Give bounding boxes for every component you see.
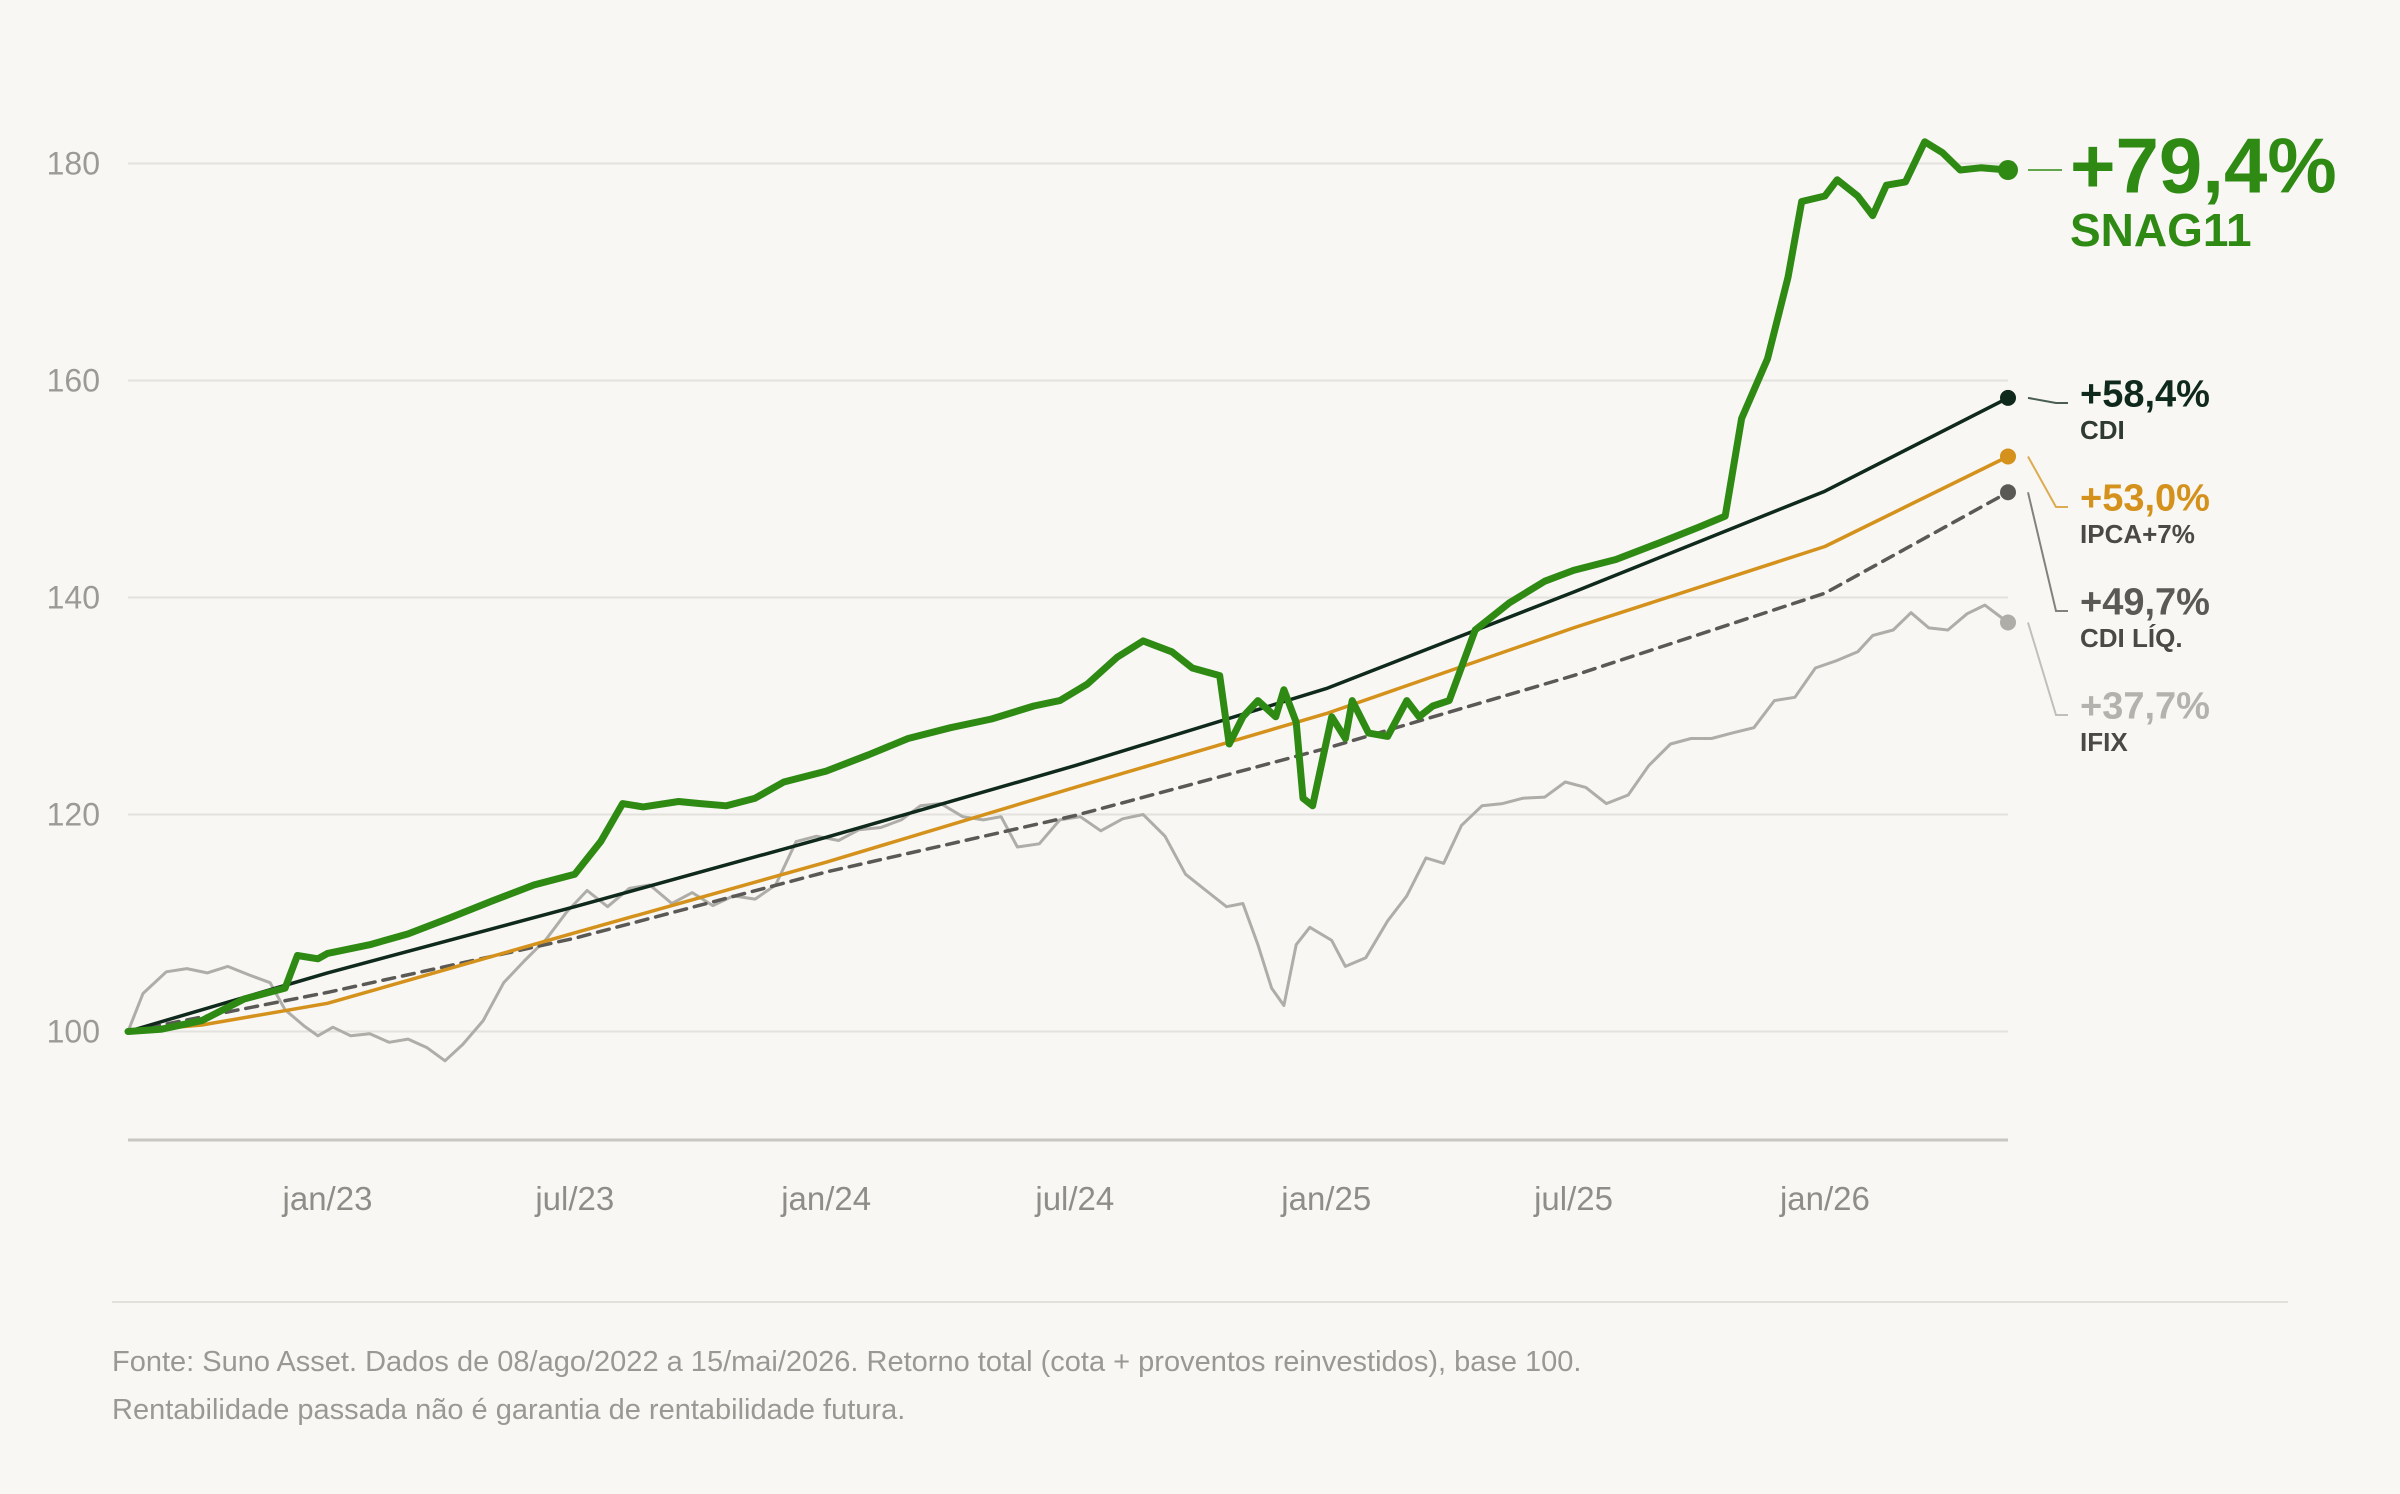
- chart-svg: 100 120 140 160 180 jan/23 jul/23 jan/24 jul/24 j…: [47, 121, 2337, 1217]
- label-connector-cdi: [2027, 396, 2068, 404]
- end-point-snag11: [1998, 160, 2018, 181]
- x-tick-label: jan/24: [780, 1180, 871, 1217]
- x-tick-label: jul/23: [534, 1180, 614, 1217]
- y-tick-label: 140: [47, 580, 100, 616]
- series-line-cdi: [126, 396, 2010, 1034]
- series-name-ifix: IFIX: [2080, 727, 2128, 757]
- performance-chart: 100 120 140 160 180 jan/23 jul/23 jan/24 jul/24 j…: [47, 121, 2337, 1217]
- series-name-snag11: SNAG11: [2070, 204, 2252, 256]
- source-note: Fonte: Suno Asset. Dados de 08/ago/2022 …: [112, 1346, 1582, 1378]
- y-tick-label: 180: [47, 146, 100, 182]
- end-point-cdi: [2000, 389, 2016, 406]
- series-name-cdi-l-q-: CDI LÍQ.: [2080, 623, 2183, 653]
- x-tick-label: jan/25: [1280, 1180, 1371, 1217]
- end-point-ipca-7-: [2000, 448, 2016, 465]
- end-value-cdi: +58,4%: [2080, 373, 2210, 415]
- x-tick-label: jul/24: [1034, 1180, 1114, 1217]
- series-line-cdi-l-q-: [126, 490, 2010, 1034]
- series-line-ifix: [126, 603, 2010, 1063]
- label-connector-ifix: [2027, 622, 2068, 716]
- series-name-ipca-7-: IPCA+7%: [2080, 519, 2195, 549]
- end-value-snag11: +79,4%: [2070, 121, 2337, 209]
- label-connector-cdi-l-q-: [2027, 492, 2068, 612]
- label-connector-ipca-7-: [2027, 456, 2068, 508]
- x-tick-label: jan/26: [1779, 1180, 1870, 1217]
- footer-divider: [112, 1301, 2288, 1303]
- y-tick-label: 120: [47, 797, 100, 833]
- series-name-cdi: CDI: [2080, 415, 2125, 445]
- series-line-ipca-7-: [126, 454, 2010, 1034]
- end-point-ifix: [2000, 614, 2016, 631]
- end-value-ipca-7-: +53,0%: [2080, 477, 2210, 519]
- end-value-cdi-l-q-: +49,7%: [2080, 581, 2210, 623]
- y-tick-label: 100: [47, 1014, 100, 1050]
- y-tick-label: 160: [47, 363, 100, 399]
- end-point-cdi-l-q-: [2000, 484, 2016, 501]
- footer-note: Fonte: Suno Asset. Dados de 08/ago/2022 …: [112, 1338, 2312, 1434]
- x-tick-label: jan/23: [282, 1180, 373, 1217]
- x-tick-label: jul/25: [1533, 1180, 1613, 1217]
- series-line-snag11: [124, 138, 2012, 1035]
- end-value-ifix: +37,7%: [2080, 685, 2210, 727]
- disclaimer-note: Rentabilidade passada não é garantia de …: [112, 1394, 906, 1426]
